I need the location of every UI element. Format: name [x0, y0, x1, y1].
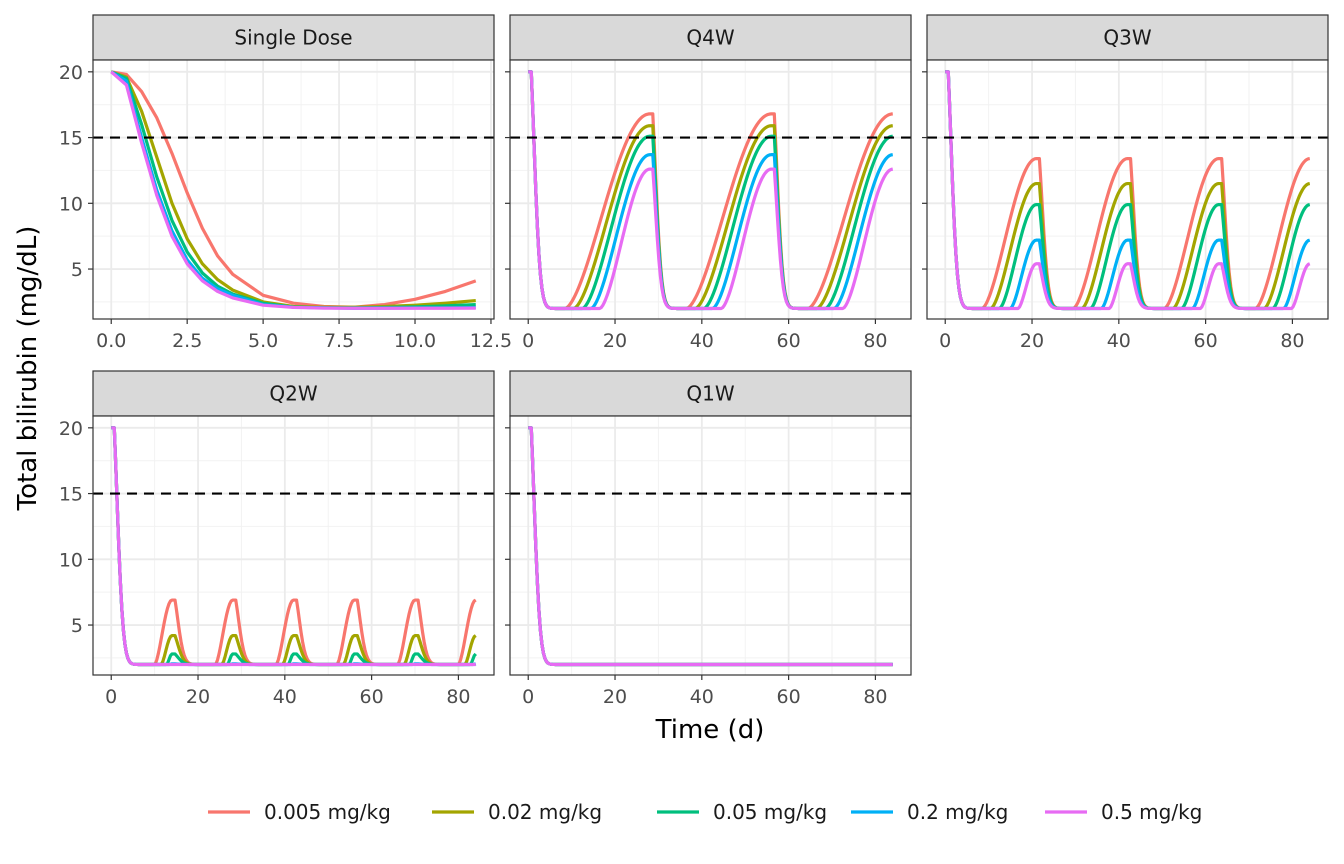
- y-tick-label: 15: [59, 484, 83, 506]
- facet-strip: [509, 370, 912, 417]
- series-line: [111, 426, 477, 667]
- y-tick-label: 20: [59, 62, 83, 84]
- legend-item: 0.2 mg/kg: [851, 800, 1008, 824]
- facet-strip: [92, 14, 495, 61]
- series-line: [945, 70, 1311, 311]
- legend-label: 0.2 mg/kg: [907, 800, 1008, 824]
- panel-border: [509, 59, 912, 320]
- legend-label: 0.5 mg/kg: [1101, 800, 1202, 824]
- panel-border: [92, 59, 495, 320]
- panel-border: [926, 59, 1329, 320]
- x-tick-label: 60: [1194, 330, 1218, 352]
- series-line: [111, 426, 476, 667]
- x-tick-label: 0: [522, 330, 534, 352]
- x-tick-label: 20: [1020, 330, 1044, 352]
- legend-item: 0.05 mg/kg: [657, 800, 827, 824]
- panel-background: [93, 60, 494, 319]
- facet-title: Q2W: [269, 382, 317, 406]
- y-tick-label: 15: [59, 128, 83, 150]
- x-tick-label: 0.0: [96, 330, 126, 352]
- series-line: [111, 426, 477, 667]
- series-line: [528, 70, 894, 311]
- x-tick-label: 10.0: [394, 330, 436, 352]
- x-tick-label: 40: [690, 330, 714, 352]
- x-axis-title: Time (d): [655, 715, 765, 745]
- x-tick-label: 7.5: [324, 330, 354, 352]
- panel-border: [509, 415, 912, 676]
- y-axis-title: Total bilirubin (mg/dL): [13, 226, 43, 512]
- x-tick-label: 12.5: [470, 330, 512, 352]
- series-line: [111, 426, 477, 667]
- series-line: [110, 70, 477, 309]
- series-line: [110, 70, 476, 310]
- x-tick-label: 60: [777, 330, 801, 352]
- facet-title: Q3W: [1103, 26, 1151, 50]
- x-tick-label: 20: [603, 330, 627, 352]
- x-tick-label: 0: [939, 330, 951, 352]
- legend-item: 0.005 mg/kg: [208, 800, 391, 824]
- x-tick-label: 80: [446, 686, 470, 708]
- x-tick-label: 40: [273, 686, 297, 708]
- facet-panel: Q3W 0 20 40 60 80: [922, 14, 1329, 352]
- x-tick-label: 20: [603, 686, 627, 708]
- legend-label: 0.005 mg/kg: [264, 800, 391, 824]
- facet-title: Q4W: [686, 26, 734, 50]
- facet-title: Single Dose: [234, 26, 352, 50]
- y-tick-label: 10: [59, 193, 83, 215]
- x-tick-label: 40: [690, 686, 714, 708]
- series-line: [528, 70, 893, 311]
- y-tick-label: 20: [59, 418, 83, 440]
- panel-border: [92, 415, 495, 676]
- x-tick-label: 40: [1107, 330, 1131, 352]
- legend-label: 0.05 mg/kg: [713, 800, 827, 824]
- facet-panel: Q4W 0 20 40 60 80: [505, 14, 912, 352]
- series-line: [528, 426, 893, 667]
- y-tick-label: 10: [59, 549, 83, 571]
- x-tick-label: 0: [522, 686, 534, 708]
- facet-strip: [509, 14, 912, 61]
- x-tick-label: 0: [105, 686, 117, 708]
- series-line: [528, 70, 893, 311]
- legend-item: 0.5 mg/kg: [1045, 800, 1202, 824]
- x-tick-label: 20: [186, 686, 210, 708]
- panel-background: [93, 416, 494, 675]
- x-tick-label: 60: [777, 686, 801, 708]
- series-line: [528, 70, 893, 311]
- x-tick-label: 2.5: [172, 330, 202, 352]
- facet-panel: Q2W 0 20 40 60 80 5 10 15 20: [59, 370, 495, 708]
- x-tick-label: 60: [360, 686, 384, 708]
- y-tick-label: 5: [71, 615, 83, 637]
- facet-panel: Q1W 0 20 40 60 80: [505, 370, 912, 708]
- legend-item: 0.02 mg/kg: [432, 800, 602, 824]
- legend-label: 0.02 mg/kg: [488, 800, 602, 824]
- y-tick-label: 5: [71, 259, 83, 281]
- panel-background: [510, 416, 911, 675]
- legend: 0.005 mg/kg 0.02 mg/kg 0.05 mg/kg 0.2 mg/kg…: [208, 800, 1202, 824]
- facet-panel: Single Dose 0.0 2.5 5.0 7.5 10.0 12.5 5 10 15 20: [59, 14, 512, 352]
- x-tick-label: 80: [863, 330, 887, 352]
- x-tick-label: 80: [1280, 330, 1304, 352]
- x-tick-label: 80: [863, 686, 887, 708]
- facet-title: Q1W: [686, 382, 734, 406]
- panel-background: [927, 60, 1328, 319]
- x-tick-label: 5.0: [248, 330, 278, 352]
